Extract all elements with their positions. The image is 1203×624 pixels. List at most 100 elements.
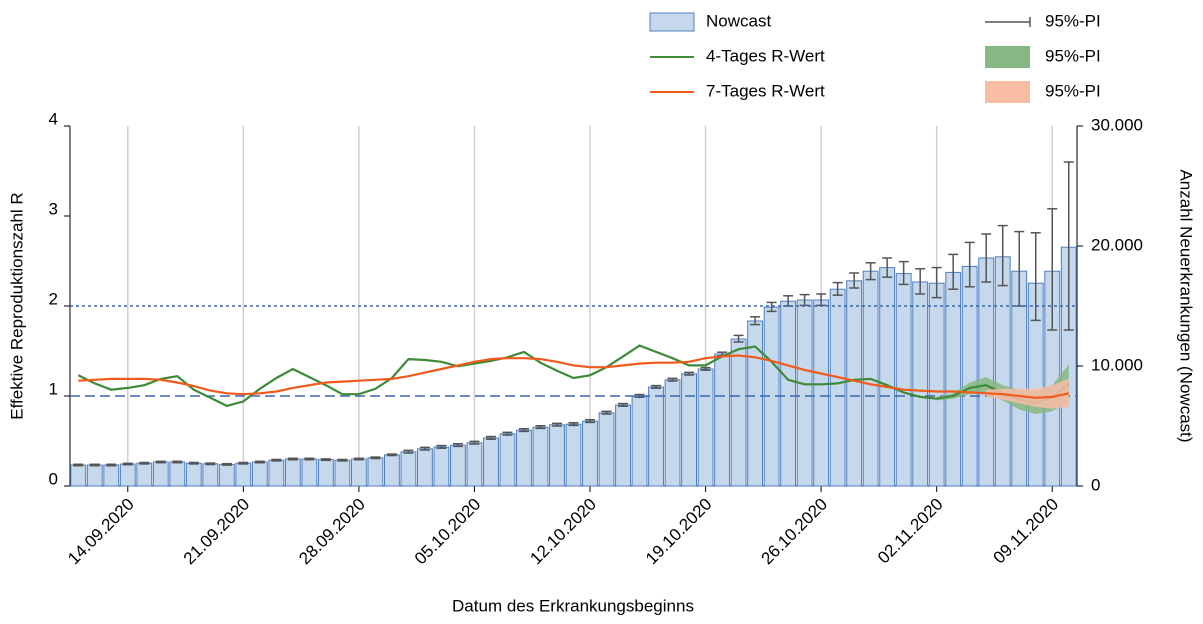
legend-label: Nowcast [706, 11, 771, 30]
error-bar [485, 435, 496, 440]
x-tick-label: 05.10.2020 [411, 495, 485, 569]
error-bar [601, 410, 612, 415]
bar [681, 373, 697, 487]
bar [466, 442, 483, 487]
y2-axis-title: Anzahl Neuerkrankungen (Nowcast) [1177, 169, 1196, 442]
x-tick-label: 26.10.2020 [758, 495, 832, 569]
error-bar [634, 393, 645, 398]
legend-label: 95%-PI [1045, 46, 1101, 65]
bar [730, 338, 747, 487]
error-bar [238, 461, 249, 465]
x-tick-label: 21.09.2020 [180, 495, 254, 569]
y-tick-label: 2 [49, 289, 58, 308]
error-bar [139, 461, 150, 465]
bar [598, 412, 615, 487]
bar [648, 386, 664, 487]
x-axis-title: Datum des Erkrankungsbeginns [452, 596, 694, 615]
error-bar [585, 419, 596, 424]
y2-tick-label: 0 [1091, 475, 1100, 494]
bar [185, 462, 202, 487]
x-tick-label: 09.11.2020 [990, 495, 1063, 568]
bar [829, 288, 846, 487]
bar [697, 368, 714, 487]
bar [268, 459, 285, 487]
y-tick-label: 0 [49, 469, 58, 488]
legend-label: 4-Tages R-Wert [706, 46, 825, 65]
bar [796, 299, 813, 487]
bar [912, 281, 929, 487]
bar [433, 446, 450, 487]
legend-swatch [649, 12, 695, 32]
bar [978, 257, 995, 487]
error-bar [700, 366, 711, 371]
bar [86, 464, 103, 487]
x-tick-label: 12.10.2020 [526, 495, 600, 569]
bar [350, 458, 367, 487]
bar [152, 461, 169, 487]
error-bar [73, 463, 84, 467]
bar [532, 426, 549, 487]
error-bar [271, 458, 282, 462]
bar [334, 459, 351, 487]
error-bar [618, 402, 629, 407]
bar [714, 353, 731, 487]
error-bar [106, 463, 117, 467]
bar [549, 424, 565, 487]
error-bar [948, 253, 959, 290]
bar [301, 458, 318, 487]
error-bar [502, 431, 513, 436]
error-bar [915, 268, 926, 295]
bar [631, 395, 648, 487]
error-bar [254, 460, 265, 464]
bar [202, 463, 219, 487]
error-bar [172, 460, 183, 464]
error-bar [386, 453, 397, 457]
bar [615, 404, 631, 487]
error-bar [188, 461, 199, 465]
error-bar [304, 457, 315, 461]
error-bar [931, 266, 942, 299]
legend-swatch [985, 81, 1030, 103]
error-bar [403, 449, 414, 454]
error-bar [155, 460, 166, 464]
bar [780, 300, 797, 487]
error-bar [320, 458, 331, 462]
error-bar [221, 462, 232, 466]
bar [251, 461, 268, 487]
bar [218, 463, 235, 487]
error-bar [568, 422, 579, 427]
bar [582, 420, 598, 487]
bar [70, 464, 87, 487]
y2-tick-label: 20.000 [1091, 235, 1143, 254]
x-tick-label: 14.09.2020 [64, 495, 138, 569]
error-bar [981, 233, 992, 283]
bar [961, 265, 978, 487]
error-bar [370, 456, 381, 460]
bar [499, 433, 516, 487]
y2-tick-label: 30.000 [1091, 115, 1143, 134]
error-bar [452, 443, 463, 448]
error-bar [419, 446, 430, 451]
error-bar [865, 262, 876, 281]
bar [945, 271, 962, 487]
bar [136, 462, 153, 487]
error-bar [535, 425, 546, 430]
bar [483, 437, 499, 487]
y-tick-label: 1 [49, 379, 58, 398]
error-bar [469, 440, 480, 445]
bar [516, 429, 532, 487]
legend-label: 95%-PI [1045, 81, 1101, 100]
r-line [77, 344, 1070, 408]
bar [119, 463, 136, 487]
error-bar [1030, 232, 1041, 322]
error-bar [551, 422, 562, 427]
error-bar [1063, 161, 1074, 331]
bar [103, 464, 120, 487]
y-tick-label: 4 [49, 109, 58, 128]
error-bar [651, 384, 662, 389]
y-axis-title: Effektive Reproduktionszahl R [7, 192, 26, 419]
error-bar [882, 257, 893, 278]
error-bar [667, 377, 678, 382]
x-tick-label: 19.10.2020 [642, 495, 716, 569]
bar [169, 461, 186, 487]
